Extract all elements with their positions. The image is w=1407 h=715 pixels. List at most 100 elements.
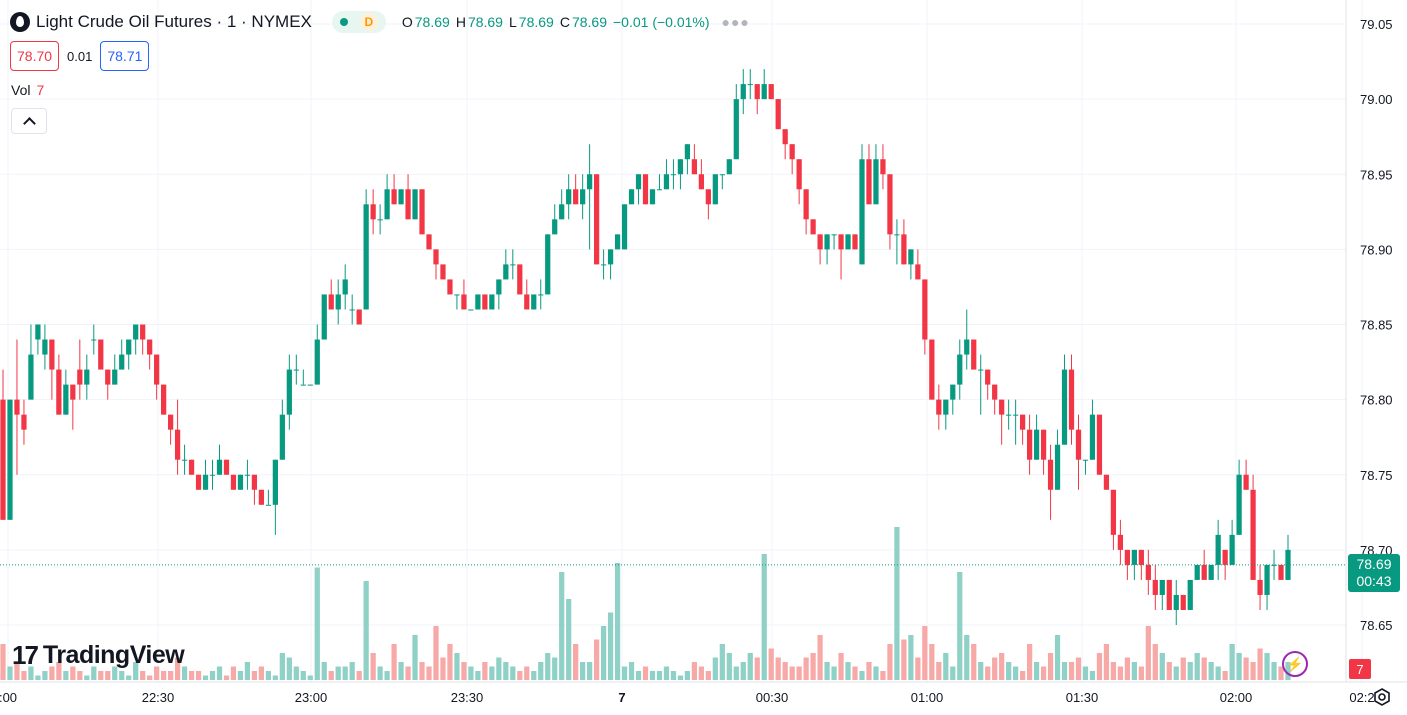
candle-body <box>1131 549 1137 565</box>
volume-bar <box>321 662 327 680</box>
volume-bar <box>796 666 802 680</box>
volume-bar <box>782 662 788 680</box>
time-axis[interactable]: :00 22:30 23:00 23:30 7 00:30 01:00 01:30 02:00 0… <box>0 690 1375 705</box>
candle-body <box>1250 489 1256 580</box>
candle-body <box>607 249 614 265</box>
price-tick-label: 78.90 <box>1360 242 1393 257</box>
candle-body <box>698 174 704 190</box>
candle-body <box>42 339 48 355</box>
volume-bar <box>133 662 139 680</box>
volume-bar <box>174 657 181 680</box>
candle-body <box>873 159 879 205</box>
sell-price-button[interactable]: 78.70 <box>10 41 60 71</box>
candle-body <box>1096 414 1103 475</box>
candle-body <box>468 309 474 311</box>
candle-body <box>84 369 90 385</box>
candle-body <box>691 159 698 175</box>
candle-body <box>63 384 69 415</box>
candle-body <box>405 189 411 220</box>
volume-bar <box>84 675 90 680</box>
volume-bar <box>244 662 251 680</box>
candle-body <box>1068 369 1075 430</box>
candle-body <box>503 264 509 280</box>
symbol-title[interactable]: Light Crude Oil Futures · 1 · NYMEX <box>36 12 312 31</box>
price-tick-label: 78.85 <box>1360 318 1393 333</box>
candle-body <box>852 234 858 250</box>
candle-body <box>328 294 334 310</box>
low-value: 78.69 <box>518 14 554 30</box>
volume-value: 7 <box>36 82 45 98</box>
volume-bar <box>957 572 963 680</box>
candle-body <box>447 279 453 295</box>
volume-bar <box>286 657 292 680</box>
volume-bar <box>992 657 998 680</box>
volume-bar <box>999 653 1005 680</box>
candle-body <box>49 339 55 370</box>
candle-body <box>1145 564 1151 580</box>
candle-body <box>174 429 181 460</box>
candle-body <box>950 384 956 400</box>
candle-body <box>838 234 844 250</box>
volume-bar <box>1250 662 1256 680</box>
tradingview-logo[interactable]: 17 TradingView <box>12 640 185 671</box>
volume-bar <box>1013 666 1019 680</box>
settings-gear-icon[interactable] <box>1371 686 1393 708</box>
candle-body <box>202 474 209 490</box>
candle-body <box>684 144 691 160</box>
candle-body <box>936 399 942 415</box>
volume-bar <box>922 626 928 680</box>
buy-price-button[interactable]: 78.71 <box>100 41 150 71</box>
volume-bar <box>70 666 76 680</box>
delayed-data-badge[interactable]: D <box>359 13 378 31</box>
volume-bar <box>1243 657 1249 680</box>
candle-body <box>545 234 551 295</box>
candle-body <box>223 459 230 475</box>
bar-countdown: 00:43 <box>1356 573 1392 589</box>
volume-bar <box>181 666 188 680</box>
candle-body <box>1180 594 1186 610</box>
volume-bar <box>936 662 942 680</box>
candle-body <box>1006 414 1012 416</box>
volume-bar <box>1103 644 1110 680</box>
volume-bar <box>482 662 488 680</box>
open-label: O <box>401 14 413 30</box>
candle-body <box>195 474 202 490</box>
candle-body <box>133 324 139 340</box>
candle-body <box>279 414 285 460</box>
candle-body <box>377 219 383 221</box>
candle-body <box>1208 564 1214 580</box>
candle-body <box>1236 474 1242 535</box>
volume-bar <box>510 666 516 680</box>
time-tick-label: 7 <box>618 690 625 705</box>
volume-bar <box>265 671 271 680</box>
volume-bar <box>628 662 635 680</box>
volume-bar <box>1068 662 1075 680</box>
market-status-badge[interactable]: D <box>331 11 386 33</box>
candle-body <box>635 174 642 190</box>
volume-bar <box>1006 662 1012 680</box>
volume-bar <box>1236 653 1242 680</box>
volume-bar <box>1173 666 1179 680</box>
candle-body <box>384 189 390 220</box>
volume-bar <box>614 563 621 680</box>
volume-bar <box>1117 666 1124 680</box>
candle-body <box>656 189 663 191</box>
more-dots-icon[interactable]: ●●● <box>721 14 750 30</box>
volume-bar <box>216 666 223 680</box>
candle-body <box>475 294 481 310</box>
volume-legend[interactable]: Vol 7 <box>11 82 44 98</box>
volume-bar <box>161 671 167 680</box>
lightning-icon[interactable]: ⚡ <box>1282 651 1308 677</box>
candle-body <box>964 339 970 355</box>
volume-bar <box>901 639 907 680</box>
candle-body <box>1194 564 1200 580</box>
volume-bar <box>593 639 600 680</box>
symbol-legend: Light Crude Oil Futures · 1 · NYMEX D O 7… <box>10 9 750 35</box>
volume-bar <box>398 662 404 680</box>
market-open-dot-icon <box>339 18 348 26</box>
candle-body <box>726 159 732 175</box>
candle-body <box>580 189 586 205</box>
collapse-legend-button[interactable] <box>11 108 47 134</box>
volume-bars <box>0 527 1291 680</box>
